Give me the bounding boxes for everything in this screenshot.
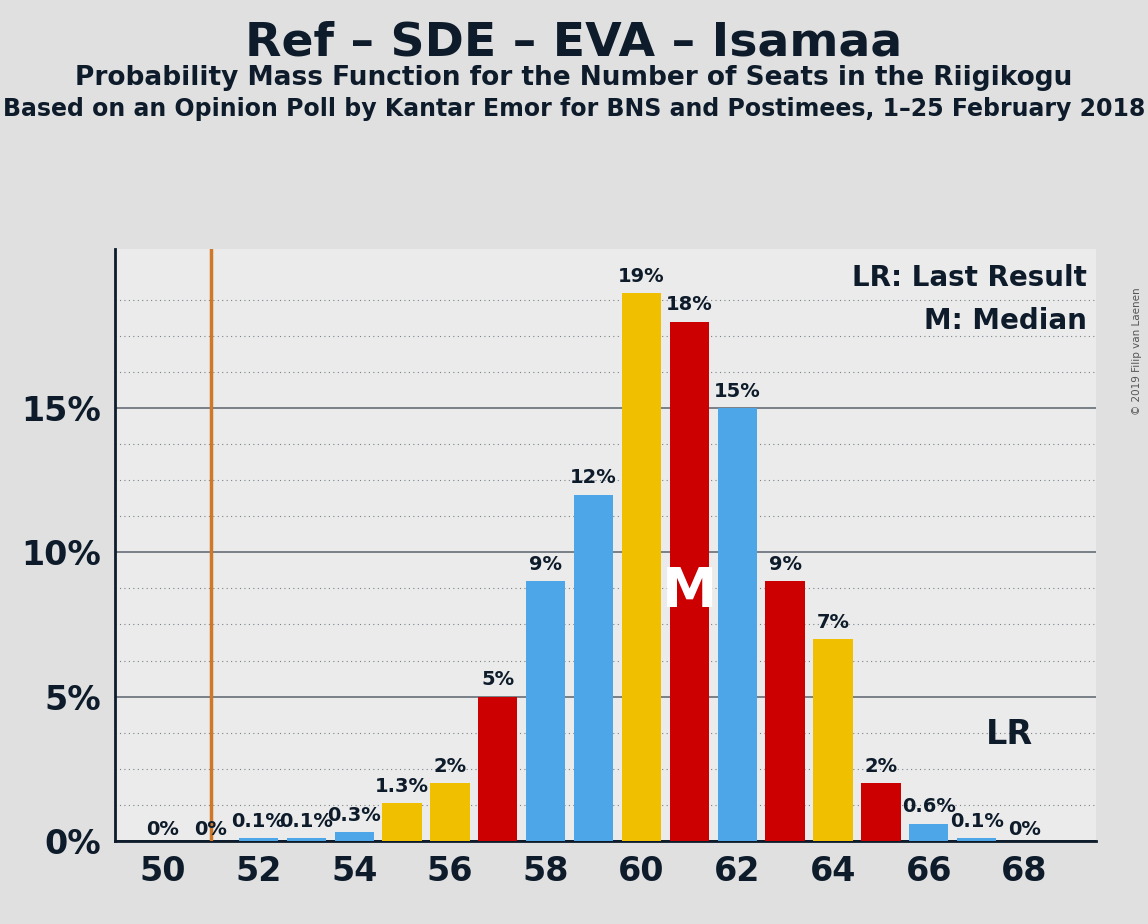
Bar [430, 784, 470, 841]
Bar [718, 408, 757, 841]
Text: 9%: 9% [769, 555, 801, 574]
Text: 0%: 0% [1008, 820, 1041, 839]
Text: 0.1%: 0.1% [279, 812, 333, 831]
Text: 19%: 19% [618, 266, 665, 286]
Text: LR: LR [986, 718, 1033, 750]
Bar [239, 838, 278, 841]
Bar [287, 838, 326, 841]
Text: Probability Mass Function for the Number of Seats in the Riigikogu: Probability Mass Function for the Number… [76, 65, 1072, 91]
Text: 2%: 2% [434, 757, 466, 776]
Bar [574, 494, 613, 841]
Bar [334, 833, 374, 841]
Text: 15%: 15% [714, 382, 761, 401]
Text: Ref – SDE – EVA – Isamaa: Ref – SDE – EVA – Isamaa [246, 20, 902, 66]
Text: 0.3%: 0.3% [327, 806, 381, 825]
Text: 5%: 5% [481, 671, 514, 689]
Text: 18%: 18% [666, 296, 713, 314]
Bar [382, 803, 421, 841]
Bar [909, 823, 948, 841]
Bar [814, 638, 853, 841]
Text: 7%: 7% [816, 613, 850, 632]
Bar [479, 697, 518, 841]
Text: 1.3%: 1.3% [375, 777, 429, 796]
Bar [669, 322, 709, 841]
Bar [957, 838, 996, 841]
Text: 0.1%: 0.1% [949, 812, 1003, 831]
Text: 12%: 12% [571, 468, 616, 488]
Text: 0.1%: 0.1% [232, 812, 286, 831]
Text: 2%: 2% [864, 757, 898, 776]
Text: M: M [661, 565, 718, 618]
Text: 0%: 0% [194, 820, 227, 839]
Text: 0.6%: 0.6% [902, 797, 955, 816]
Bar [766, 581, 805, 841]
Text: Based on an Opinion Poll by Kantar Emor for BNS and Postimees, 1–25 February 201: Based on an Opinion Poll by Kantar Emor … [2, 97, 1146, 121]
Text: 9%: 9% [529, 555, 563, 574]
Bar [622, 293, 661, 841]
Bar [861, 784, 900, 841]
Bar [526, 581, 565, 841]
Text: M: Median: M: Median [924, 307, 1087, 335]
Text: 0%: 0% [146, 820, 179, 839]
Text: © 2019 Filip van Laenen: © 2019 Filip van Laenen [1132, 287, 1142, 415]
Text: LR: Last Result: LR: Last Result [852, 264, 1087, 292]
